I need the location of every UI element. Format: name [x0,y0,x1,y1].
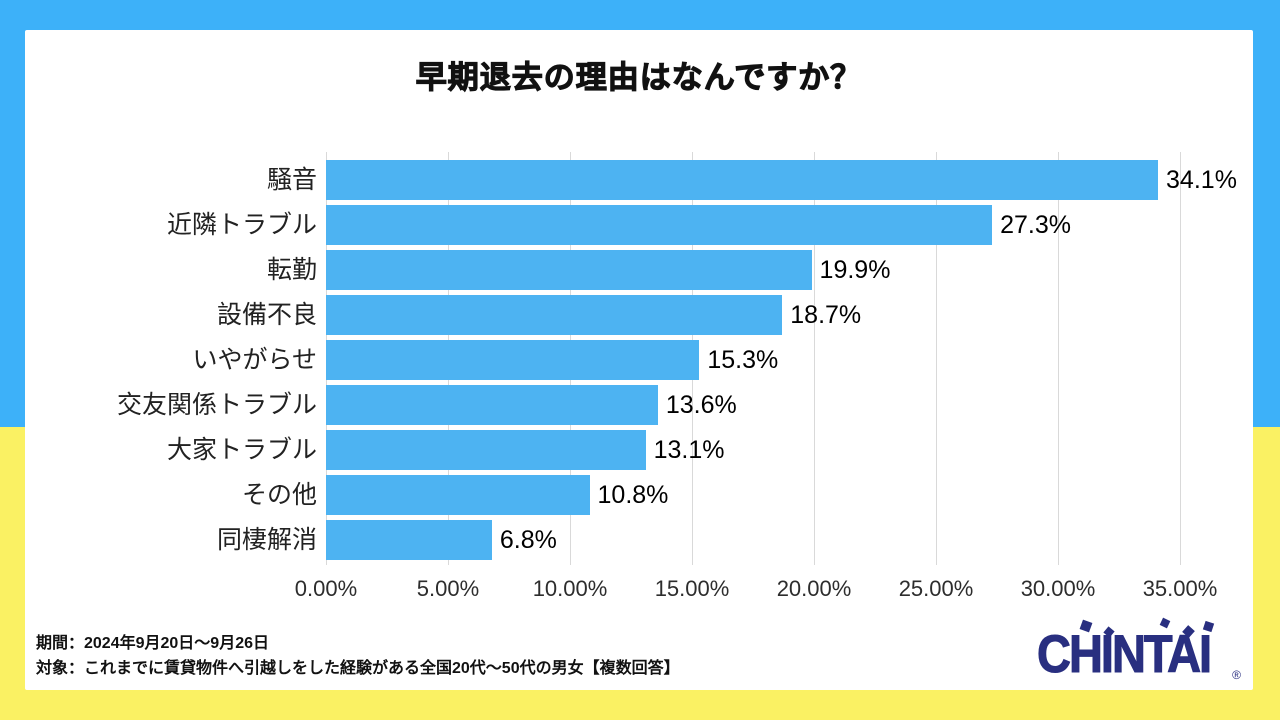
bar-row: 大家トラブル 13.1% [167,430,1180,470]
x-axis-tick: 15.00% [654,576,730,601]
chintai-logo: CHINTAI ® [1036,617,1241,688]
category-label: 設備不良 [216,301,317,329]
survey-target: 対象：これまでに賃貸物件へ引越しをした経験がある全国20代～50代の男女【複数回… [36,660,680,677]
bar [326,340,700,380]
value-label: 6.8% [499,526,557,554]
bar-row: 設備不良 18.7% [217,295,1180,335]
survey-period: 期間：2024年9月20日～9月26日 [36,635,269,652]
value-label: 15.3% [707,346,779,374]
survey-notes: 期間：2024年9月20日～9月26日 対象：これまでに賃貸物件へ引越しをした経… [36,631,680,681]
category-label: 交友関係トラブル [116,391,317,419]
x-axis-tick: 0.00% [294,576,358,601]
gridline [935,152,937,565]
x-axis-tick: 25.00% [898,576,974,601]
gridline [1057,152,1059,565]
bar [326,475,590,515]
category-label: その他 [241,481,317,509]
bar [326,385,658,425]
bar-row: 騒音 34.1% [267,160,1237,200]
bar [326,205,993,245]
x-axis-tick: 10.00% [532,576,608,601]
value-label: 18.7% [790,301,862,329]
bar [326,295,783,335]
x-axis-tick: 20.00% [776,576,852,601]
chart-card: 早期退去の理由はなんですか？ 騒音 34.1% 近隣トラブル 27.3% 転勤 19.9%… [25,30,1253,690]
bar-row: その他 10.8% [242,475,1180,515]
category-label: 近隣トラブル [166,211,317,239]
category-label: 同棲解消 [216,526,317,554]
category-label: 転勤 [266,256,317,284]
value-label: 27.3% [1000,211,1071,239]
x-axis-tick: 30.00% [1020,576,1096,601]
bar [326,160,1159,200]
bar [326,520,492,560]
category-label: 大家トラブル [166,436,317,464]
x-axis-tick: 35.00% [1142,576,1218,601]
x-axis: 0.00% 5.00% 10.00% 15.00% 20.00% 25.00% 30.00%… [295,576,1218,606]
value-label: 19.9% [819,256,891,284]
chintai-logo-text: CHINTAI [1036,624,1212,684]
gridline [1179,152,1181,565]
value-label: 13.1% [653,436,725,464]
category-label: 騒音 [266,166,317,194]
plot-area: 騒音 34.1% 近隣トラブル 27.3% 転勤 19.9% 設備不良 18.7% いやがらせ 1… [117,152,1237,601]
x-axis-tick: 5.00% [416,576,480,601]
bar-rows: 騒音 34.1% 近隣トラブル 27.3% 転勤 19.9% 設備不良 18.7% いやがらせ 1… [117,160,1237,560]
bar [326,430,646,470]
value-label: 34.1% [1166,166,1237,194]
bar-row: 転勤 19.9% [267,250,1180,290]
gridline [813,152,815,565]
value-label: 13.6% [665,391,737,419]
bar-row: 同棲解消 6.8% [217,520,1180,560]
value-label: 10.8% [597,481,669,509]
registered-mark-icon: ® [1232,668,1241,682]
bar-row: いやがらせ 15.3% [192,340,1180,380]
category-label: いやがらせ [192,346,317,374]
bar [326,250,812,290]
bar-row: 近隣トラブル 27.3% [167,205,1180,245]
bar-row: 交友関係トラブル 13.6% [117,385,1180,425]
chart-title: 早期退去の理由はなんですか？ [415,59,863,95]
